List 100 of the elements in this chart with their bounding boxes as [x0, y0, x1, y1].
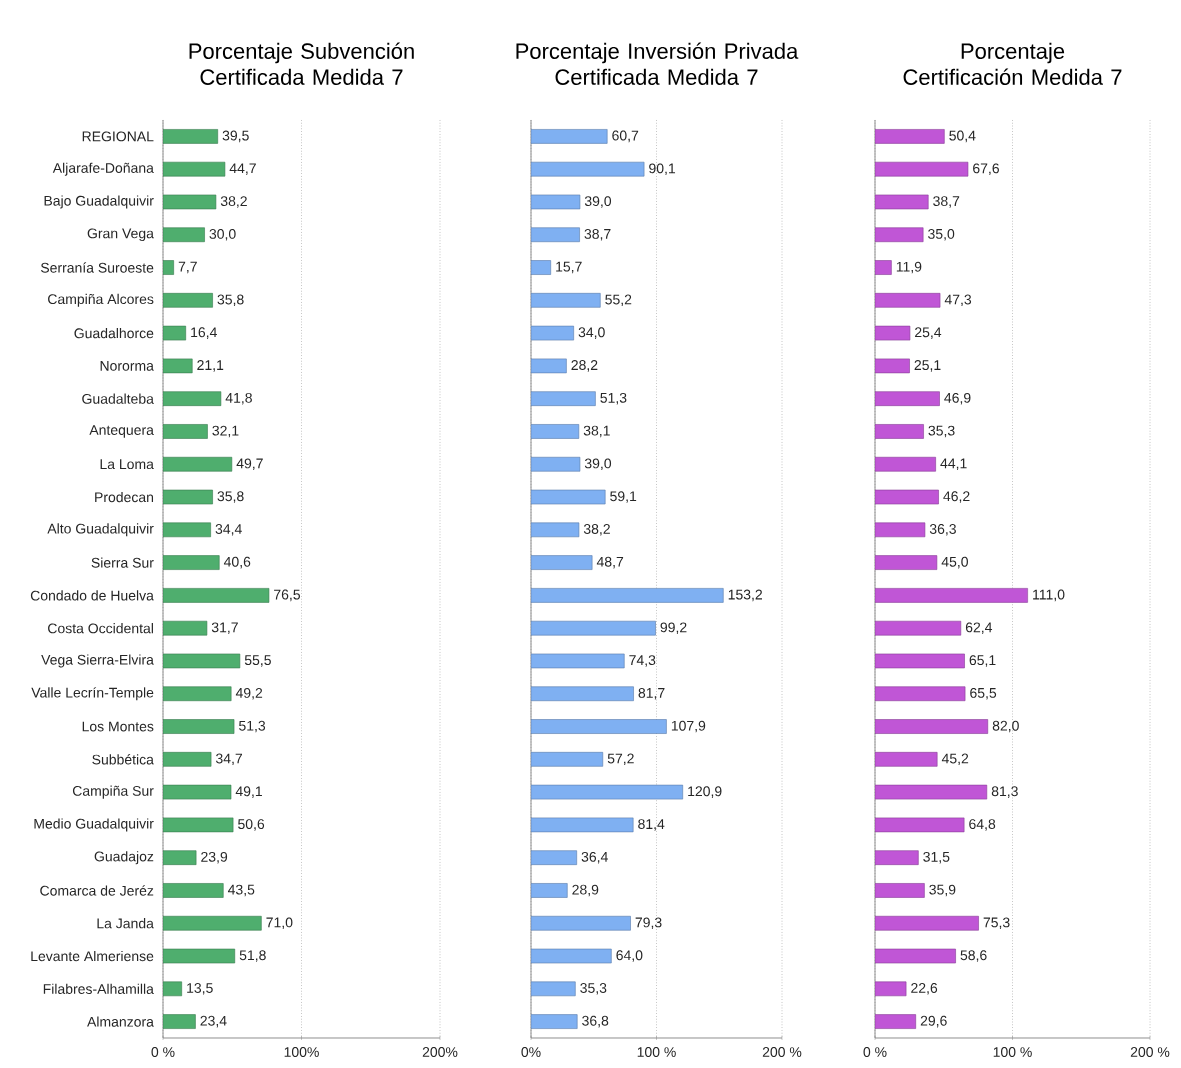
y-tick-label: Alto Guadalquivir [47, 523, 154, 537]
bar [531, 391, 596, 406]
bar [531, 129, 608, 144]
data-label: 15,7 [556, 261, 582, 274]
y-tick-label: Filabres-Alhamilla [43, 983, 154, 994]
y-tick-label: La Janda [97, 918, 154, 929]
bar [163, 293, 213, 308]
data-label: 64,0 [616, 950, 643, 962]
chart-title: Porcentaje Inversión Privada Certificada Medida 7 [516, 42, 799, 85]
bar [163, 883, 224, 898]
bar [875, 620, 962, 636]
data-label: 51,3 [239, 720, 266, 733]
y-tick-label: Guadalhorce [74, 327, 154, 339]
data-label: 21,1 [197, 360, 224, 372]
bar [531, 948, 612, 964]
data-label: 39,0 [584, 196, 612, 208]
data-label: 38,2 [220, 196, 247, 208]
y-tick-label: Subbética [92, 754, 154, 765]
bar [531, 981, 576, 997]
data-label: 120,9 [688, 786, 722, 798]
data-label: 23,9 [201, 851, 228, 864]
data-label: 7,7 [178, 261, 197, 274]
data-label: 23,4 [200, 1015, 227, 1028]
bar [531, 194, 581, 210]
x-tick-label: 0% [521, 1047, 541, 1057]
data-label: 79,3 [635, 917, 662, 930]
y-tick-label: Valle Lecrín-Temple [31, 687, 154, 701]
data-label: 38,1 [583, 425, 610, 438]
y-tick-label: Guadajoz [94, 851, 154, 865]
bar [163, 555, 220, 570]
data-label: 32,1 [212, 425, 239, 438]
data-label: 46,2 [943, 491, 970, 503]
data-label: 74,3 [629, 655, 656, 667]
x-tick-label: 200 % [762, 1047, 802, 1057]
data-label: 51,3 [600, 392, 627, 405]
bar [531, 161, 645, 177]
data-label: 44,1 [940, 458, 967, 470]
bar [875, 588, 1028, 603]
data-label: 36,3 [929, 524, 956, 536]
x-tick-label: 200% [422, 1047, 458, 1057]
bar [531, 915, 631, 931]
bar [875, 752, 938, 767]
bar [531, 653, 625, 669]
bar [875, 424, 924, 439]
y-tick-label: Almanzora [87, 1016, 154, 1027]
data-label: 51,8 [239, 950, 266, 962]
data-label: 40,6 [223, 556, 251, 569]
y-tick-label: Comarca de Jeréz [40, 885, 154, 896]
data-label: 22,6 [911, 983, 938, 995]
bar [875, 686, 966, 702]
data-label: 35,3 [580, 983, 607, 995]
bar [875, 719, 989, 734]
data-label: 153,2 [728, 589, 763, 602]
data-label: 35,3 [928, 425, 955, 438]
bar [531, 784, 684, 800]
bar [531, 850, 577, 865]
bar [875, 883, 925, 898]
data-label: 31,5 [923, 851, 950, 864]
bar [531, 424, 580, 439]
y-tick-label: Sierra Sur [91, 557, 154, 568]
data-label: 90,1 [649, 163, 676, 175]
data-label: 39,0 [584, 458, 612, 471]
bar [163, 424, 208, 439]
bar [531, 325, 574, 341]
y-tick-label: Nororma [100, 361, 154, 371]
data-label: 41,8 [225, 392, 252, 405]
data-label: 28,9 [572, 884, 599, 897]
bar [531, 752, 604, 767]
x-tick-label: 100% [284, 1047, 319, 1057]
data-label: 16,4 [191, 327, 217, 339]
data-label: 39,5 [222, 130, 249, 143]
data-label: 34,7 [216, 753, 243, 766]
data-label: 28,2 [571, 360, 598, 372]
bar [875, 161, 969, 177]
bar [531, 620, 656, 636]
data-label: 49,2 [235, 687, 263, 700]
bar [875, 293, 941, 308]
x-tick-label: 200 % [1130, 1047, 1170, 1057]
data-label: 35,8 [217, 491, 244, 503]
y-tick-label: Campiña Alcores [48, 293, 154, 307]
y-tick-label: Condado de Huelva [30, 590, 154, 601]
data-label: 107,9 [671, 720, 706, 733]
y-tick-label: Levante Almeriense [31, 950, 154, 962]
data-label: 111,0 [1033, 589, 1065, 602]
data-label: 35,8 [217, 294, 244, 307]
y-tick-label: Vega Sierra-Elvira [41, 654, 154, 668]
data-label: 47,3 [944, 294, 972, 307]
bar [163, 522, 211, 538]
bar [531, 588, 724, 603]
data-label: 45,0 [941, 556, 968, 569]
data-label: 48,7 [596, 556, 624, 569]
bar [531, 1014, 578, 1029]
bar [531, 260, 552, 275]
y-tick-label: Gran Vega [87, 228, 154, 242]
bar [531, 686, 634, 702]
y-tick-label: Guadalteba [82, 393, 154, 404]
chart-title: Porcentaje Subvención Certificada Medida 7 [189, 42, 414, 85]
bar [163, 686, 232, 702]
chart-title: Porcentaje Certificación Medida 7 [903, 42, 1122, 85]
data-label: 82,0 [992, 720, 1019, 733]
